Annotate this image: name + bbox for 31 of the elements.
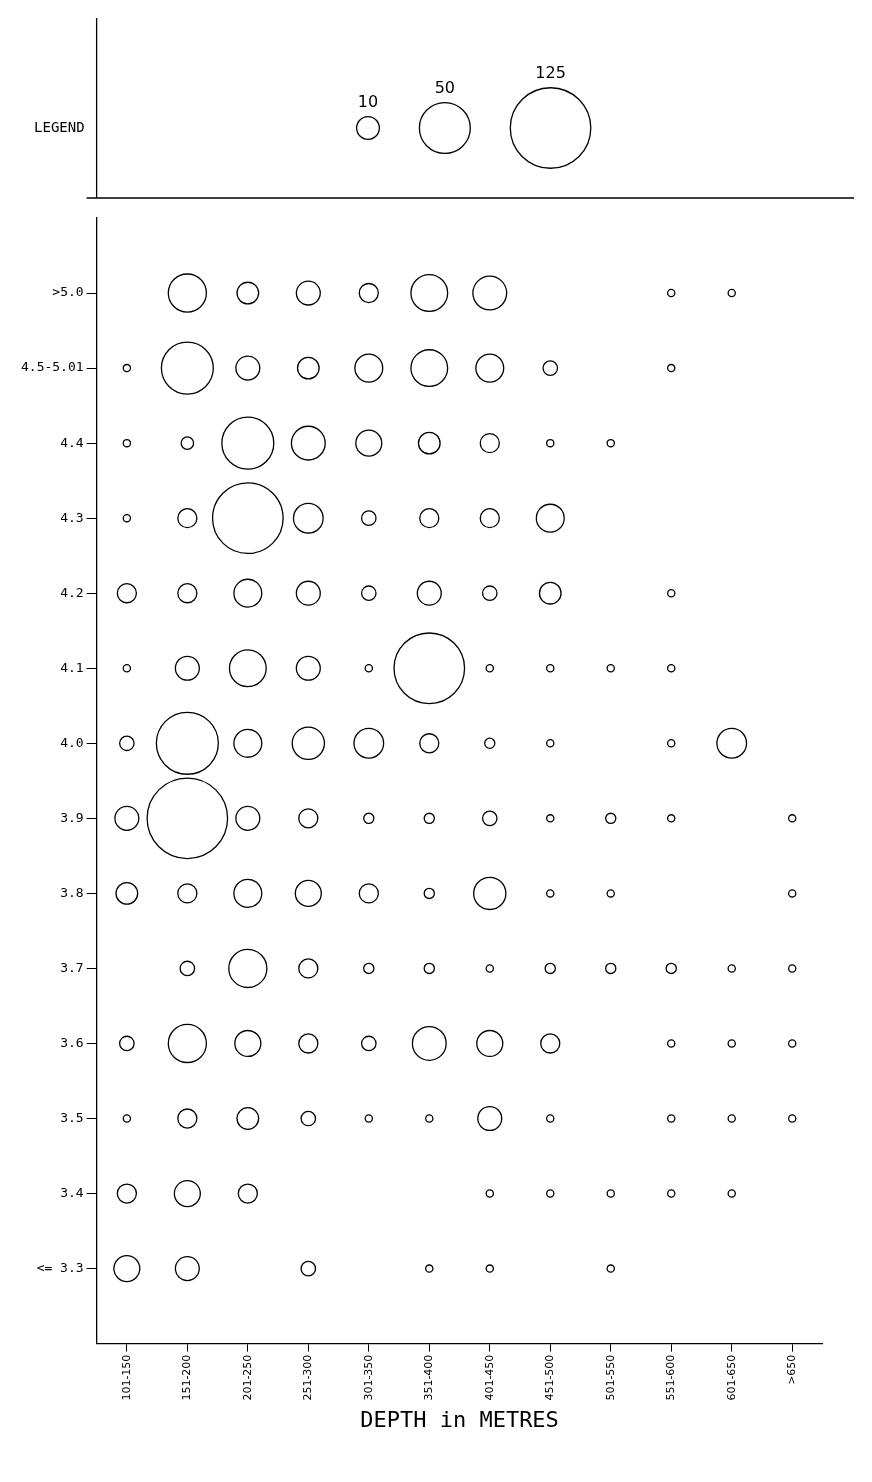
legend-label: 125	[535, 62, 566, 82]
y-tick-label: 4.0	[60, 734, 84, 750]
x-tick-label: 101-150	[119, 1354, 133, 1401]
y-tick-label: 3.7	[60, 959, 84, 975]
x-tick-label: 251-300	[301, 1354, 315, 1401]
x-tick-label: 451-500	[543, 1354, 557, 1401]
y-tick-label: <= 3.3	[36, 1259, 84, 1275]
y-tick-label: 3.4	[60, 1184, 84, 1200]
legend-label: 10	[357, 91, 379, 111]
legend-title: LEGEND	[34, 118, 85, 135]
y-tick-label: 3.9	[60, 809, 84, 825]
x-tick-label: 401-450	[482, 1354, 496, 1401]
x-tick-label: 201-250	[240, 1354, 254, 1401]
x-tick-label: 501-550	[603, 1354, 617, 1401]
y-tick-label: 3.5	[60, 1109, 84, 1125]
x-tick-label: 301-350	[361, 1354, 375, 1401]
x-tick-label: 351-400	[422, 1354, 436, 1401]
x-tick-label: >650	[785, 1354, 799, 1385]
legend-label: 50	[434, 77, 456, 97]
y-tick-label: >5.0	[52, 284, 84, 300]
y-tick-label: 4.2	[60, 584, 84, 600]
y-tick-label: 4.4	[60, 434, 84, 450]
x-tick-label: 151-200	[180, 1354, 194, 1401]
x-axis-title: DEPTH in METRES	[360, 1406, 559, 1432]
y-tick-label: 4.3	[60, 509, 84, 525]
y-tick-label: 3.8	[60, 884, 84, 900]
y-tick-label: 3.6	[60, 1034, 84, 1050]
x-tick-label: 551-600	[664, 1354, 678, 1401]
y-tick-label: 4.5-5.01	[20, 359, 84, 375]
x-tick-label: 601-650	[724, 1354, 738, 1401]
y-tick-label: 4.1	[60, 659, 84, 675]
